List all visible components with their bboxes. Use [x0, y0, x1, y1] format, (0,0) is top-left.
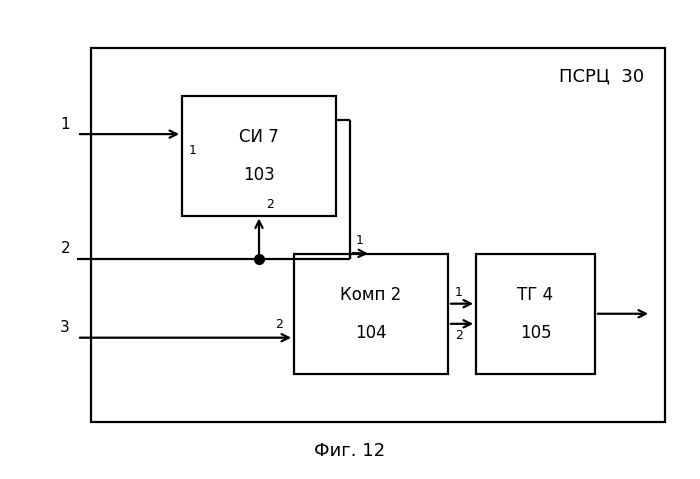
- Text: Фиг. 12: Фиг. 12: [314, 442, 386, 460]
- Text: 103: 103: [243, 166, 275, 184]
- Text: 104: 104: [355, 324, 387, 342]
- Text: ТГ 4: ТГ 4: [517, 285, 554, 304]
- Text: СИ 7: СИ 7: [239, 127, 279, 146]
- Text: 105: 105: [519, 324, 552, 342]
- Bar: [294, 254, 448, 374]
- Bar: [182, 96, 336, 216]
- Text: 2: 2: [266, 198, 274, 211]
- Text: ПСРЦ  30: ПСРЦ 30: [559, 67, 644, 85]
- Bar: [476, 254, 595, 374]
- Text: 2: 2: [60, 241, 70, 256]
- Text: 1: 1: [455, 286, 463, 299]
- Bar: [91, 48, 665, 422]
- Text: 3: 3: [60, 320, 70, 335]
- Text: 2: 2: [455, 329, 463, 342]
- Text: Комп 2: Комп 2: [340, 285, 402, 304]
- Text: 1: 1: [356, 234, 364, 247]
- Text: 1: 1: [189, 144, 197, 157]
- Text: 2: 2: [276, 318, 284, 331]
- Text: 1: 1: [60, 117, 70, 132]
